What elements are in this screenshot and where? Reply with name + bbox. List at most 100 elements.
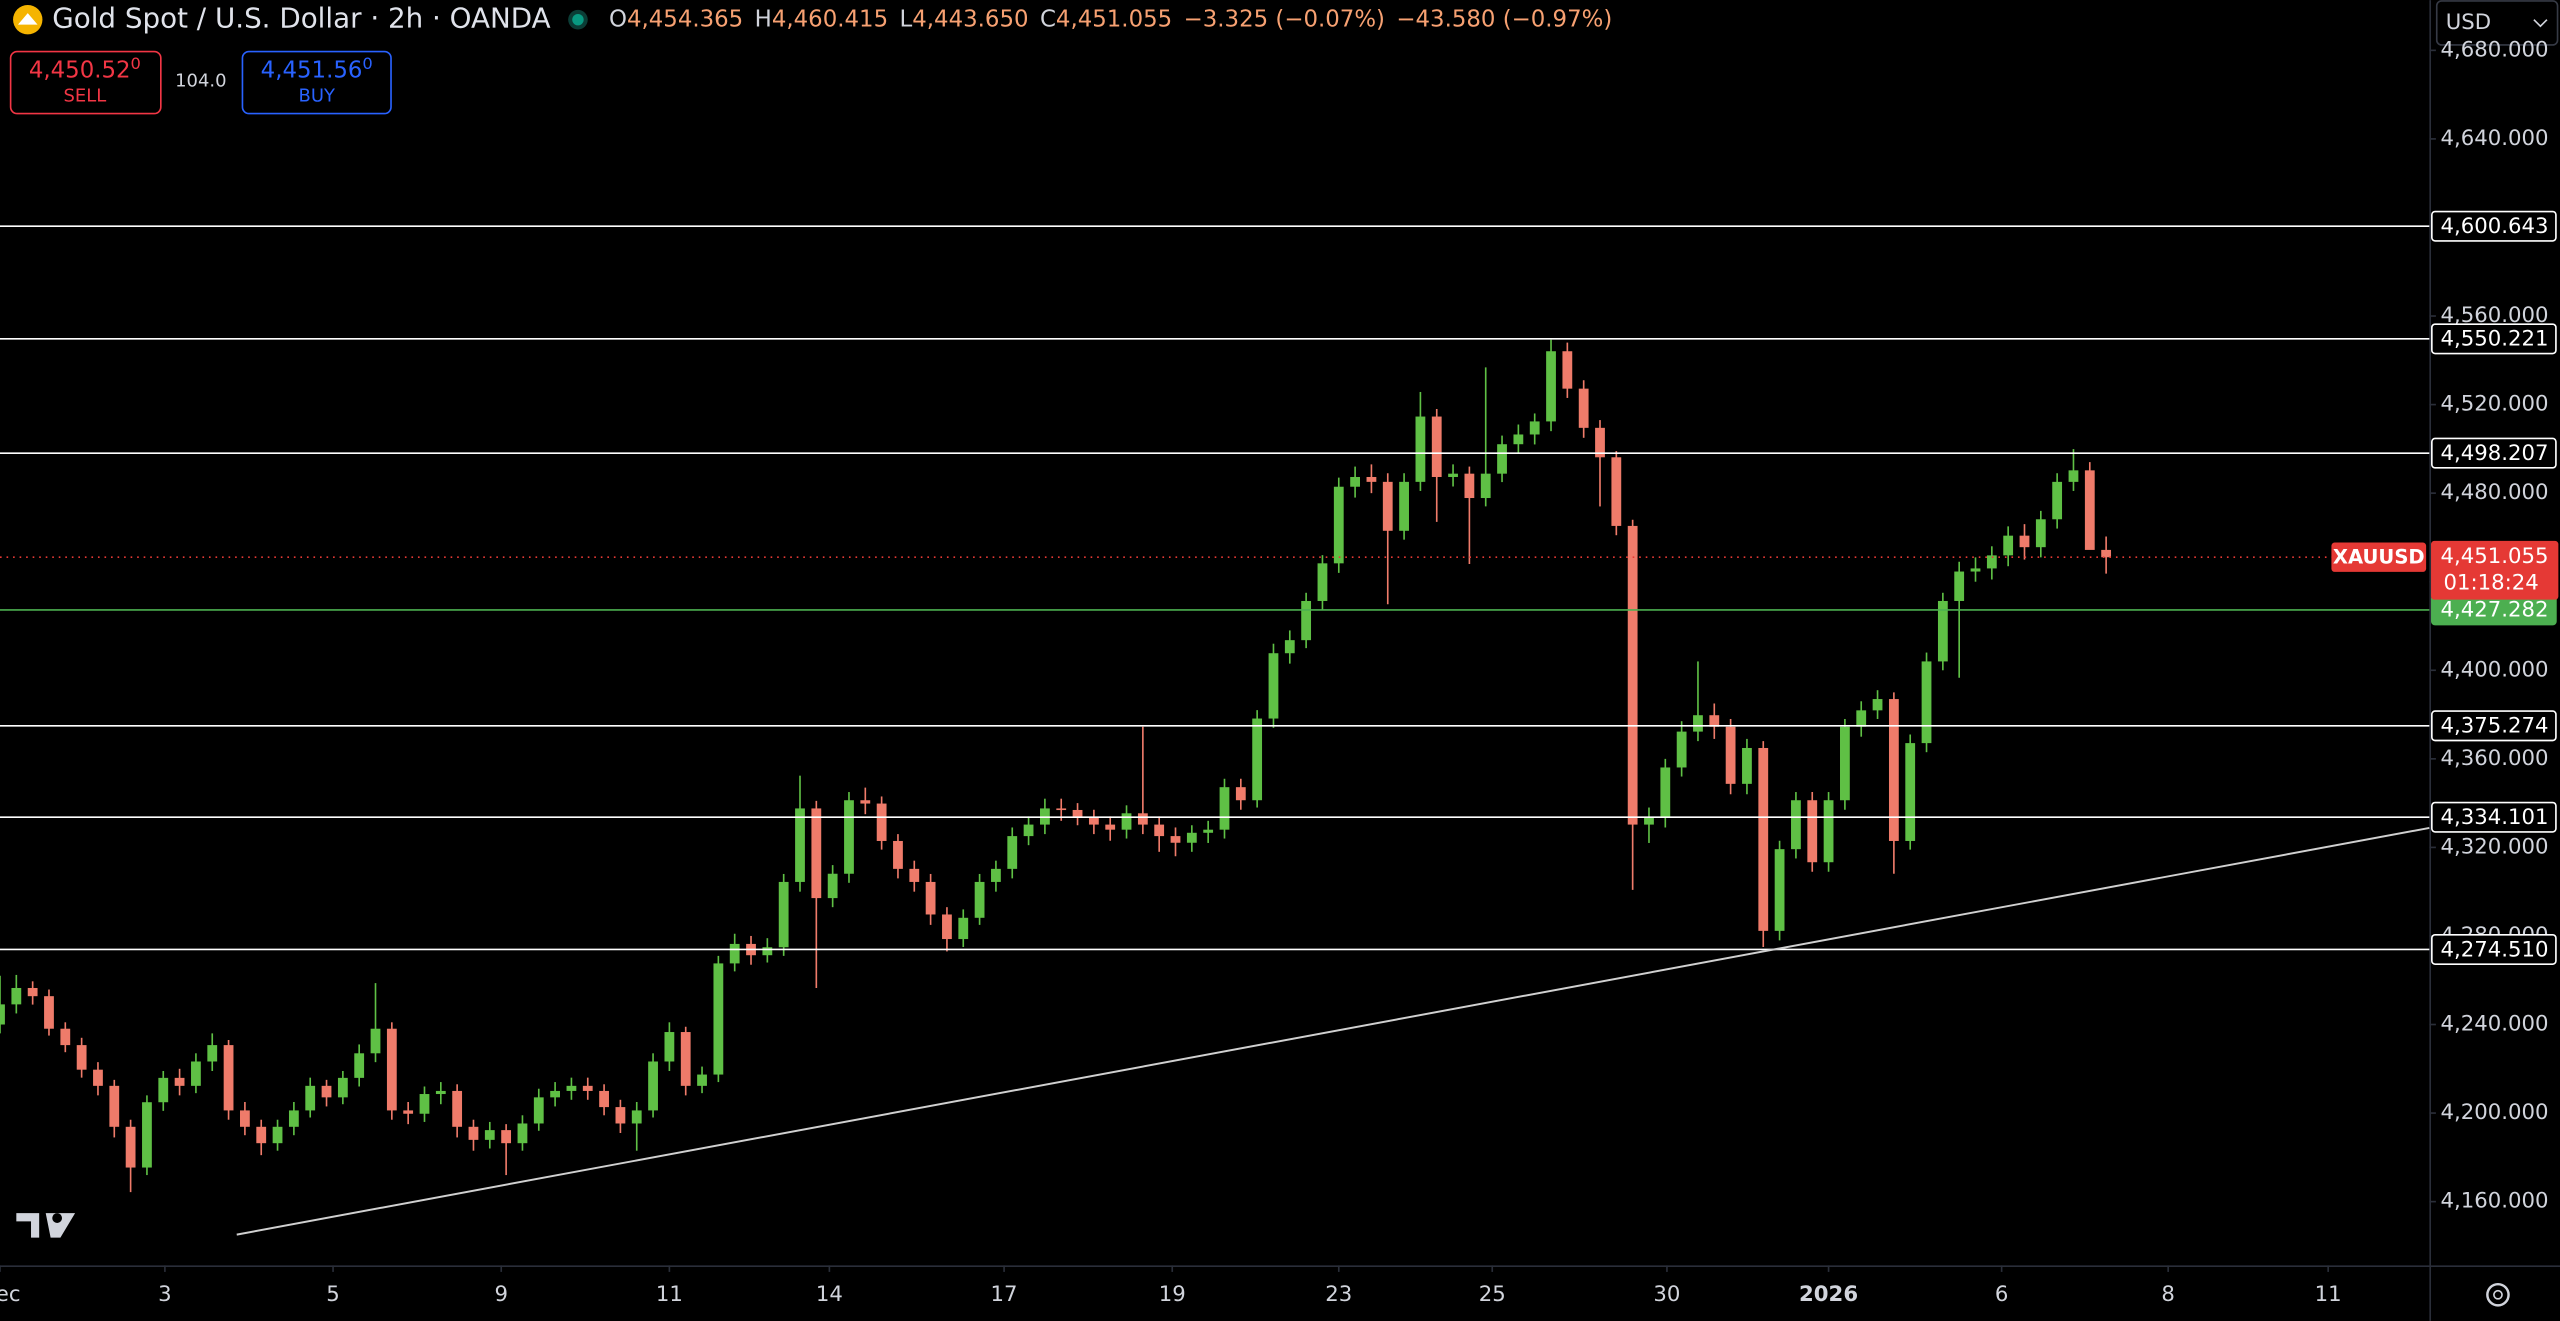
candle-body (1954, 571, 1965, 601)
x-tick-label: 5 (326, 1282, 340, 1307)
settings-icon-center (2493, 1289, 2503, 1300)
sell-price: 4,450.520 (29, 53, 141, 83)
candle-body (1137, 813, 1148, 825)
candle-body (1105, 824, 1116, 830)
candle-body (452, 1090, 463, 1127)
ohlc-value: 4,454.365 (627, 6, 743, 32)
ohlc-key: L (900, 6, 913, 32)
buy-price: 4,451.560 (261, 53, 373, 83)
y-tick-label: 4,400.000 (2441, 657, 2549, 682)
candle-body (533, 1097, 544, 1124)
sell-price-digit: 0 (131, 53, 141, 72)
candle-body (1611, 457, 1622, 526)
candle-body (729, 943, 740, 964)
level-label: 4,600.643 (2441, 214, 2549, 239)
candle-body (1725, 726, 1736, 784)
candle-body (1562, 351, 1573, 389)
x-tick-label: 9 (494, 1282, 508, 1307)
y-tick-label: 4,240.000 (2441, 1012, 2549, 1037)
y-tick-label: 4,520.000 (2441, 392, 2549, 417)
candle-body (1382, 481, 1393, 531)
settings-icon[interactable] (2486, 1282, 2510, 1307)
candle-body (1464, 473, 1475, 499)
candle-body (811, 808, 822, 899)
candle-body (1480, 473, 1491, 499)
candle-body (1644, 817, 1654, 825)
candle-body (762, 947, 773, 956)
candle-body (1350, 476, 1360, 487)
candle-body (599, 1090, 609, 1108)
candle-body (501, 1130, 512, 1144)
candle-body (386, 1028, 397, 1111)
candle-body (256, 1126, 267, 1144)
candle-body (1774, 849, 1785, 931)
candle-body (191, 1061, 201, 1086)
candle-body (419, 1094, 430, 1114)
candle-body (60, 1028, 71, 1046)
candle-body (1856, 710, 1867, 727)
candle-body (76, 1045, 87, 1070)
last-price-label: 4,451.055 (2441, 544, 2549, 569)
level-label: 4,498.207 (2441, 441, 2549, 466)
candle-body (1758, 747, 1769, 931)
candle-body (1529, 421, 1540, 435)
candle-body (272, 1126, 283, 1144)
candle-body (1399, 481, 1409, 531)
candle-body (305, 1085, 316, 1111)
level-label: 4,274.510 (2441, 937, 2549, 962)
candle-body (288, 1110, 299, 1127)
candle-body (337, 1077, 348, 1098)
logo-dot (52, 1213, 63, 1223)
level-label-box (2431, 323, 2557, 355)
candle-body (844, 800, 854, 874)
candle-body (827, 873, 838, 899)
y-tick-label: 4,160.000 (2441, 1189, 2549, 1214)
candle-body (1791, 800, 1801, 850)
candle-body (1235, 787, 1246, 801)
candle-body (1366, 476, 1377, 482)
candle-body (207, 1045, 218, 1062)
x-tick-label: 25 (1479, 1282, 1506, 1307)
symbol-icon-mark (17, 13, 38, 25)
candle-body (484, 1130, 495, 1140)
candle-body (1546, 351, 1556, 422)
plot-area (0, 339, 2112, 1193)
x-tick-label: Dec (0, 1282, 21, 1307)
level-label: 4,427.282 (2441, 598, 2549, 623)
candle-body (1448, 473, 1458, 477)
candle-body (1252, 718, 1263, 801)
buy-button[interactable] (241, 50, 392, 115)
candle-body (893, 840, 903, 869)
candle-body (1284, 640, 1295, 654)
status-dot (572, 13, 584, 26)
ohlc-key: H (755, 6, 772, 32)
candle-body (1219, 787, 1230, 830)
candle-body (27, 987, 38, 997)
candle-body (1693, 715, 1703, 732)
candle-body (2068, 470, 2079, 482)
candle-body (1088, 816, 1099, 825)
candle-body (109, 1085, 120, 1127)
candle-body (991, 868, 1001, 882)
candle-body (550, 1090, 560, 1098)
symbol-title[interactable]: Gold Spot / U.S. Dollar · 2h · OANDA (52, 2, 550, 35)
x-tick-label: 23 (1325, 1282, 1352, 1307)
candle-body (1023, 824, 1034, 837)
x-tick-label: 11 (2315, 1282, 2342, 1307)
candle-body (664, 1032, 675, 1062)
x-tick-label: 2026 (1799, 1282, 1858, 1307)
candle-body (93, 1069, 103, 1086)
currency-button[interactable] (2435, 0, 2559, 46)
symbol-tag-box (2331, 542, 2427, 572)
candle-body (909, 868, 920, 882)
x-tick-label: 11 (656, 1282, 683, 1307)
candle-body (1154, 824, 1165, 837)
candle-body (2019, 535, 2030, 548)
candle-body (142, 1102, 152, 1168)
candle-body (1742, 747, 1752, 784)
sell-button[interactable] (9, 50, 162, 115)
candle-body (1709, 715, 1720, 727)
candle-body (680, 1032, 691, 1086)
